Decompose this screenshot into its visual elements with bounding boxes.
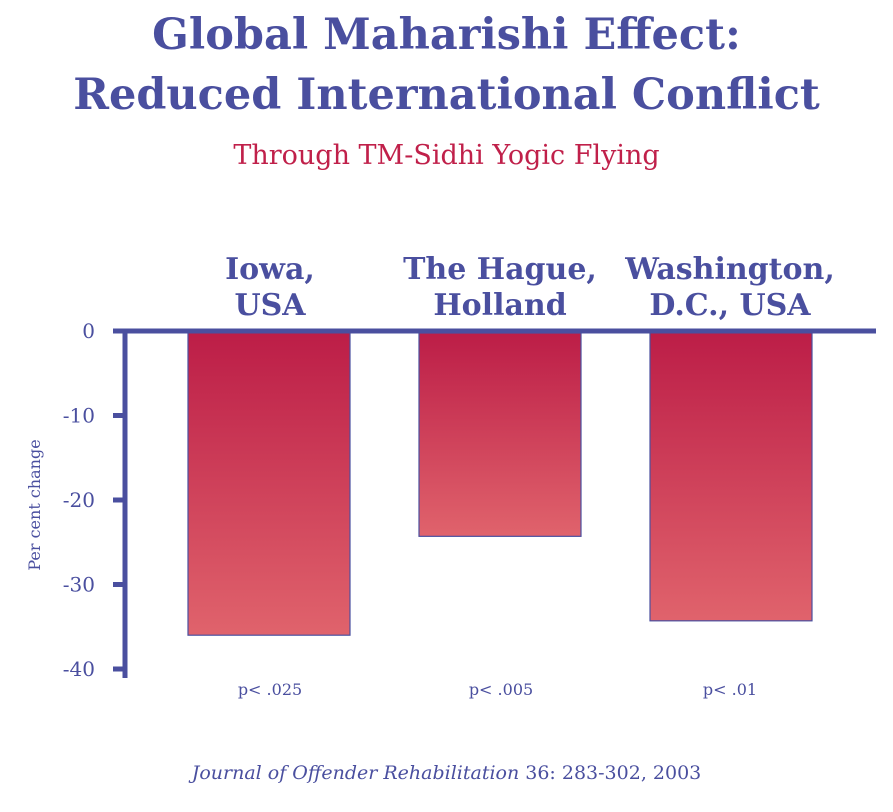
- category-label-line: USA: [234, 288, 306, 323]
- y-tick-label: -20: [63, 488, 95, 512]
- category-label-line: Holland: [433, 288, 567, 323]
- chart-title-line2: Reduced International Conflict: [73, 70, 820, 120]
- p-value-label: p< .005: [468, 680, 534, 699]
- category-label-iowa: Iowa, USA: [160, 252, 380, 324]
- chart-subtitle: Through TM-Sidhi Yogic Flying: [233, 140, 660, 171]
- category-label-line: D.C., USA: [649, 288, 811, 323]
- y-tick-label: -30: [63, 573, 95, 597]
- y-axis-label: Per cent change: [25, 439, 44, 570]
- y-tick-label: 0: [82, 319, 95, 343]
- y-tick-label: -10: [63, 404, 95, 428]
- category-label-hague: The Hague, Holland: [390, 252, 610, 324]
- category-label-line: The Hague,: [403, 252, 597, 287]
- category-label-line: Washington,: [625, 252, 835, 287]
- bar-1: [418, 332, 582, 537]
- p-value-label: p< .01: [702, 680, 758, 699]
- citation-details: 36: 283-302, 2003: [519, 762, 702, 784]
- category-label-line: Iowa,: [225, 252, 315, 287]
- bar-2: [649, 330, 813, 622]
- p-value-label: p< .025: [237, 680, 303, 699]
- source-citation: Journal of Offender Rehabilitation 36: 2…: [0, 762, 893, 784]
- journal-name: Journal of Offender Rehabilitation: [191, 762, 520, 784]
- chart-title: Global Maharishi Effect:: [152, 10, 741, 60]
- bar-0: [187, 330, 351, 636]
- y-tick-label: -40: [63, 657, 95, 681]
- category-label-washington: Washington, D.C., USA: [620, 252, 840, 324]
